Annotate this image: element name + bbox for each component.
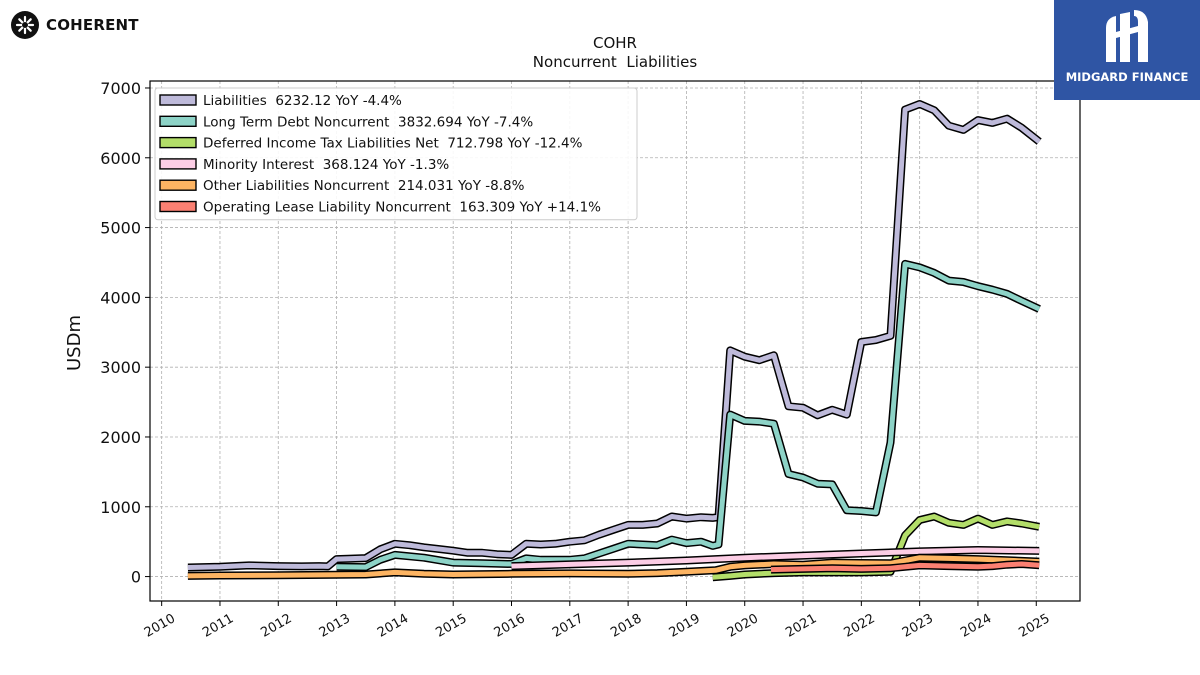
- legend-swatch: [159, 158, 197, 170]
- y-tick-label: 2000: [100, 428, 141, 447]
- x-tick-label: 2010: [142, 611, 178, 641]
- y-tick-label: 3000: [100, 358, 141, 377]
- x-tick-label: 2024: [958, 611, 994, 641]
- series-line-3: [511, 546, 1040, 571]
- legend-label: Liabilities 6232.12 YoY -4.4%: [203, 93, 402, 109]
- x-tick-label: 2025: [1016, 611, 1052, 641]
- y-tick-label: 4000: [100, 288, 141, 307]
- x-tick-label: 2020: [725, 611, 761, 641]
- y-axis-label: USDm: [64, 315, 85, 371]
- x-tick-label: 2014: [375, 611, 411, 641]
- x-tick-label: 2017: [550, 611, 586, 641]
- y-tick-label: 5000: [100, 219, 141, 238]
- chart-title: COHR: [593, 34, 637, 52]
- coherent-logo-icon: [11, 11, 39, 39]
- legend-label: Long Term Debt Noncurrent 3832.694 YoY -…: [203, 114, 533, 130]
- x-tick-label: 2016: [492, 611, 528, 641]
- legend-label: Minority Interest 368.124 YoY -1.3%: [203, 157, 449, 173]
- x-tick-label: 2013: [317, 611, 353, 641]
- series-line-2: [712, 512, 1040, 582]
- x-tick-label: 2015: [433, 611, 469, 641]
- y-tick-label: 1000: [100, 498, 141, 517]
- legend-swatch: [159, 94, 197, 106]
- x-tick-label: 2022: [842, 611, 878, 641]
- y-tick-label: 0: [131, 568, 141, 587]
- coherent-logo-text: COHERENT: [46, 16, 139, 34]
- x-tick-label: 2011: [200, 611, 236, 641]
- midgard-finance-logo: MIDGARD FINANCE: [1054, 0, 1200, 100]
- legend-label: Operating Lease Liability Noncurrent 163…: [203, 200, 601, 216]
- y-tick-label: 7000: [100, 79, 141, 98]
- x-tick-label: 2019: [667, 611, 703, 641]
- x-tick-label: 2018: [608, 611, 644, 641]
- series-line-5: [770, 560, 1040, 574]
- coherent-logo: COHERENT: [10, 10, 139, 40]
- legend-label: Other Liabilities Noncurrent 214.031 YoY…: [203, 178, 525, 194]
- legend-box: [154, 87, 638, 221]
- chart-subtitle: Noncurrent Liabilities: [533, 53, 698, 71]
- legend-label: Deferred Income Tax Liabilities Net 712.…: [203, 136, 583, 152]
- series-line-0: [187, 100, 1042, 572]
- x-tick-label: 2021: [783, 611, 819, 641]
- legend-swatch: [159, 200, 197, 213]
- legend: Liabilities 6232.12 YoY -4.4% Long Term D…: [154, 87, 638, 221]
- series-lines: [187, 100, 1042, 582]
- series-line-4: [187, 553, 1040, 580]
- y-tick-label: 6000: [100, 149, 141, 168]
- midgard-logo-text: MIDGARD FINANCE: [1065, 70, 1189, 84]
- midgard-logo-icon: [1106, 10, 1148, 62]
- x-tick-label: 2012: [258, 611, 294, 641]
- plot-frame: [149, 80, 1081, 602]
- legend-swatch: [159, 136, 197, 149]
- legend-swatch: [159, 179, 197, 191]
- legend-swatch: [159, 115, 197, 128]
- x-tick-label: 2023: [900, 611, 936, 641]
